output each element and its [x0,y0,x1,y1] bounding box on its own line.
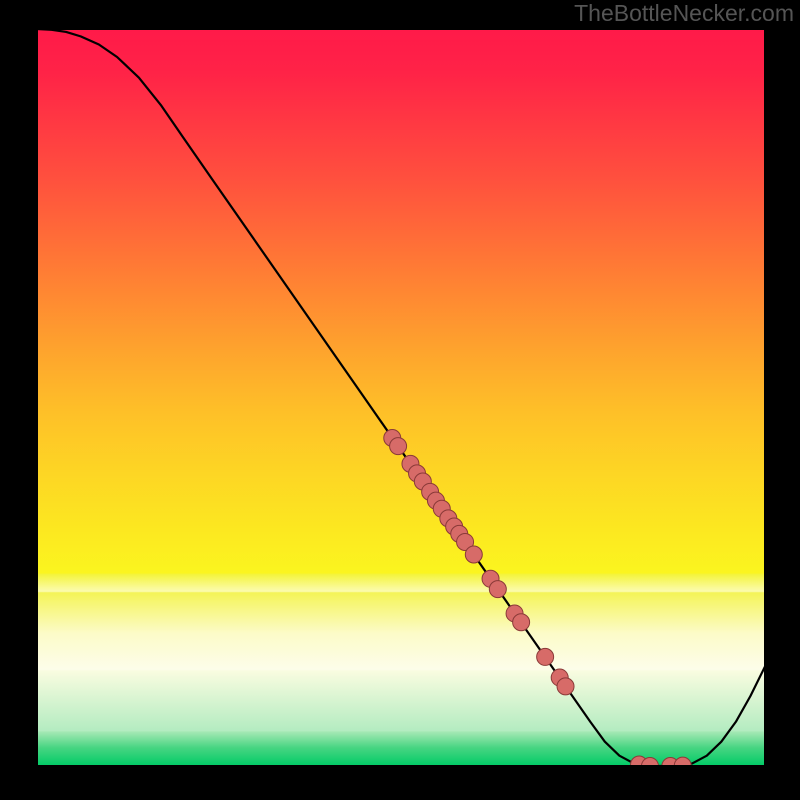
data-marker [557,678,574,695]
data-marker [465,546,482,563]
data-marker [489,581,506,598]
plot-svg [37,29,765,766]
gradient-background [37,29,765,766]
data-marker [513,614,530,631]
data-marker [390,438,407,455]
data-marker [537,648,554,665]
watermark-text: TheBottleNecker.com [574,0,794,27]
bottleneck-chart: TheBottleNecker.com [0,0,800,800]
plot-area [37,29,765,766]
